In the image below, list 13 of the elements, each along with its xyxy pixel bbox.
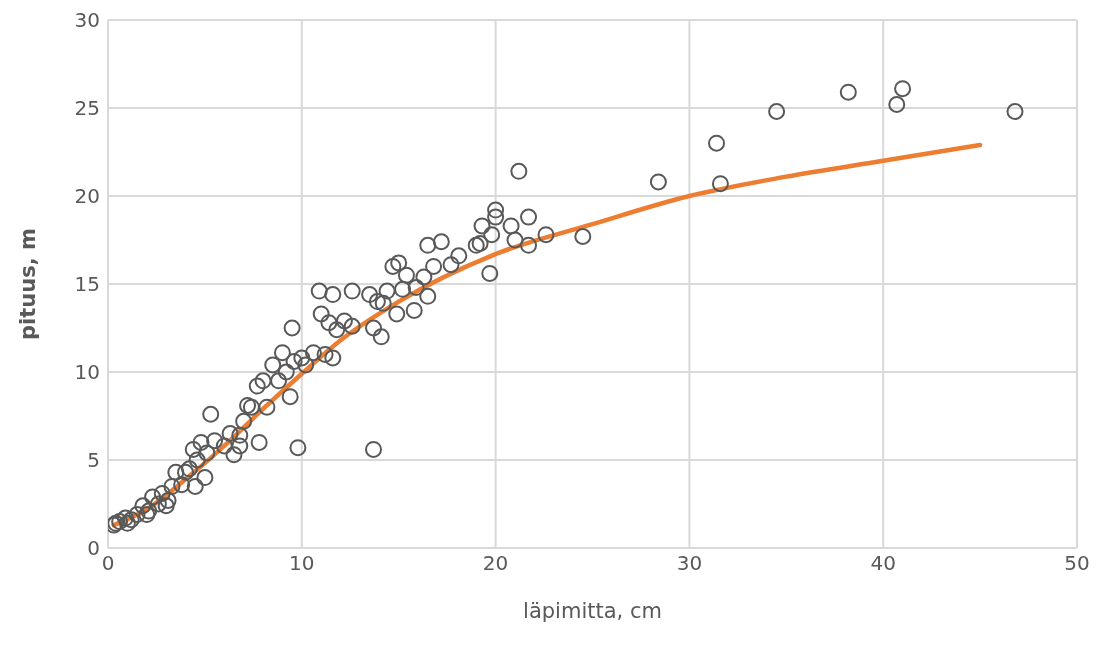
y-tick-label: 25: [74, 96, 100, 121]
x-tick-label: 30: [676, 551, 703, 576]
x-tick-label: 40: [870, 551, 896, 576]
y-tick-label: 30: [74, 8, 100, 33]
y-tick-label: 5: [87, 448, 100, 473]
y-tick-label: 20: [74, 184, 100, 209]
x-tick-label: 10: [289, 551, 315, 576]
x-axis-title: läpimitta, cm: [523, 599, 662, 623]
y-tick-label: 10: [74, 360, 100, 385]
x-tick-label: 20: [482, 551, 509, 576]
y-axis-title: pituus, m: [16, 228, 41, 340]
x-tick-label: 50: [1064, 551, 1090, 576]
y-tick-label: 15: [74, 272, 100, 297]
